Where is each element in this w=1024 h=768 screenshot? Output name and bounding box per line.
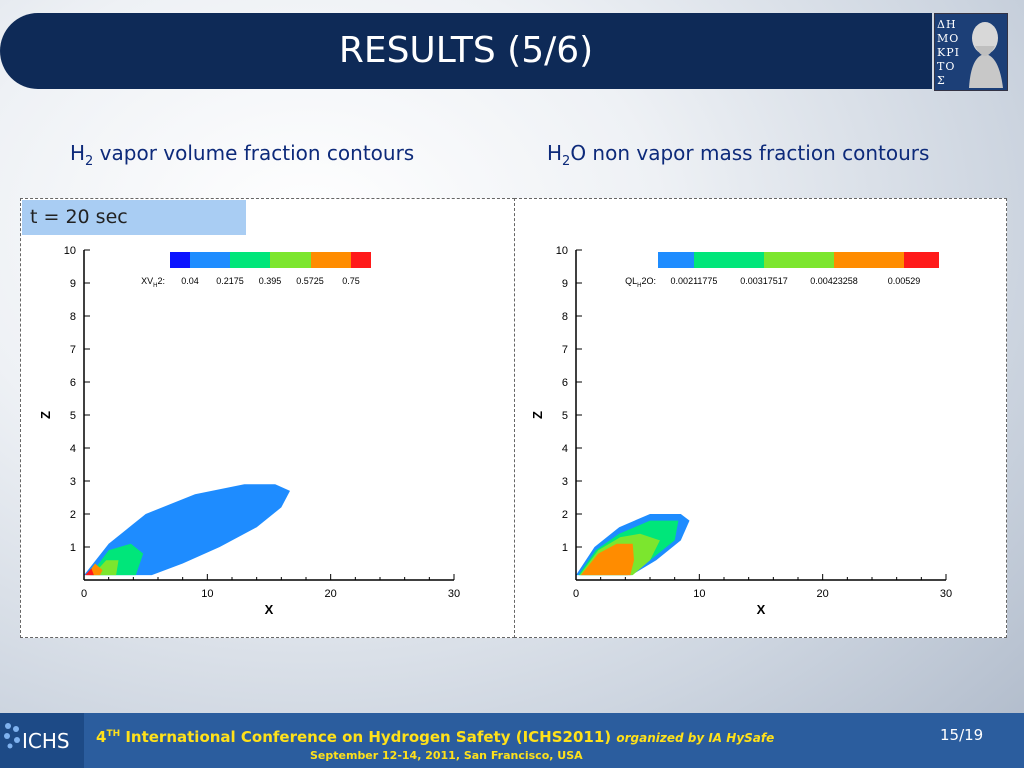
- subtitle-right-pre: H: [547, 141, 563, 165]
- x-tick-label: 10: [693, 588, 705, 600]
- legend-swatch: [270, 252, 311, 268]
- contour-region-3: [580, 543, 634, 576]
- conference-title: 4TH International Conference on Hydrogen…: [96, 728, 774, 746]
- legend-title: QLH2O:: [625, 276, 656, 289]
- conf-organizer: organized by IA HySafe: [616, 731, 775, 745]
- conf-num: 4: [96, 728, 107, 746]
- y-tick-label: 4: [70, 443, 76, 455]
- legend-level-label: 0.00529: [888, 276, 921, 286]
- conference-dates: September 12-14, 2011, San Francisco, US…: [310, 749, 583, 762]
- y-axis-label: Z: [530, 411, 545, 419]
- y-tick-label: 4: [562, 443, 568, 455]
- subtitle-left-pre: H: [70, 141, 86, 165]
- x-tick-label: 10: [201, 588, 213, 600]
- x-tick-label: 20: [817, 588, 829, 600]
- conf-name: International Conference on Hydrogen Saf…: [120, 728, 617, 746]
- legend-level-label: 0.04: [181, 276, 199, 286]
- y-tick-label: 1: [562, 542, 568, 554]
- y-tick-label: 2: [562, 509, 568, 521]
- title-bar: RESULTS (5/6): [0, 13, 932, 89]
- y-tick-label: 9: [562, 278, 568, 290]
- legend-swatch: [230, 252, 270, 268]
- y-tick-label: 7: [70, 344, 76, 356]
- y-tick-label: 10: [556, 245, 568, 257]
- ichs-logo: ICHS: [0, 713, 84, 768]
- page-number: 15/19: [940, 726, 984, 744]
- y-tick-label: 9: [70, 278, 76, 290]
- bust-icon: [969, 22, 1003, 88]
- subtitle-left: H2 vapor volume fraction contours: [70, 141, 414, 169]
- subtitle-right: H2O non vapor mass fraction contours: [547, 141, 929, 169]
- conf-sup: TH: [106, 729, 121, 739]
- h2-volume-fraction-chart: 0 10 20 30 1 2 3 4 5 6 7 8 9 10 X Z XVH2: 0.04 0.2175 0.395…: [38, 245, 460, 617]
- legend-title: XVH2:: [141, 276, 165, 289]
- y-tick-label: 5: [562, 410, 568, 422]
- subtitle-left-sub: 2: [85, 154, 94, 169]
- institute-logo: ΔΗΜΟΚΡΙΤΟΣ: [934, 13, 1008, 91]
- x-tick-label: 20: [325, 588, 337, 600]
- y-tick-label: 2: [70, 509, 76, 521]
- dots-icon: [4, 723, 20, 749]
- legend-level-label: 0.75: [342, 276, 360, 286]
- legend-swatch: [351, 252, 371, 268]
- legend-level-label: 0.5725: [296, 276, 324, 286]
- y-tick-label: 1: [70, 542, 76, 554]
- time-badge: t = 20 sec: [22, 200, 246, 235]
- legend-swatch: [834, 252, 904, 268]
- x-axis-label: X: [265, 602, 274, 617]
- legend-swatch: [170, 252, 190, 268]
- legend-level-label: 0.00317517: [740, 276, 788, 286]
- footer-bar: [0, 713, 1024, 768]
- contour-region-4: [85, 568, 94, 576]
- legend-swatch: [904, 252, 939, 268]
- subtitle-right-post: O non vapor mass fraction contours: [570, 141, 930, 165]
- x-tick-label: 30: [940, 588, 952, 600]
- x-tick-label: 0: [573, 588, 579, 600]
- y-tick-label: 3: [70, 476, 76, 488]
- ichs-logo-text: ICHS: [22, 729, 70, 753]
- slide-title: RESULTS (5/6): [338, 30, 594, 71]
- legend-level-label: 0.00423258: [810, 276, 858, 286]
- y-tick-label: 8: [562, 311, 568, 323]
- legend-swatch: [311, 252, 351, 268]
- y-tick-label: 6: [70, 377, 76, 389]
- legend-swatch: [764, 252, 834, 268]
- legend-swatch: [658, 252, 694, 268]
- y-axis-label: Z: [38, 411, 53, 419]
- y-tick-label: 10: [64, 245, 76, 257]
- y-tick-label: 5: [70, 410, 76, 422]
- x-tick-label: 0: [81, 588, 87, 600]
- subtitle-right-sub: 2: [562, 154, 571, 169]
- h2o-mass-fraction-chart: 0 10 20 30 1 2 3 4 5 6 7 8 9 10 X Z QLH2O: 0.00211775 0.00…: [530, 245, 952, 617]
- legend-level-label: 0.2175: [216, 276, 244, 286]
- logo-text: ΔΗΜΟΚΡΙΤΟΣ: [937, 18, 960, 87]
- legend-level-label: 0.00211775: [671, 276, 718, 286]
- x-tick-label: 30: [448, 588, 460, 600]
- legend-swatch: [694, 252, 764, 268]
- y-tick-label: 6: [562, 377, 568, 389]
- y-tick-label: 3: [562, 476, 568, 488]
- subtitle-left-post: vapor volume fraction contours: [93, 141, 415, 165]
- legend-swatch: [190, 252, 230, 268]
- legend-level-label: 0.395: [259, 276, 282, 286]
- y-tick-label: 8: [70, 311, 76, 323]
- x-axis-label: X: [757, 602, 766, 617]
- y-tick-label: 7: [562, 344, 568, 356]
